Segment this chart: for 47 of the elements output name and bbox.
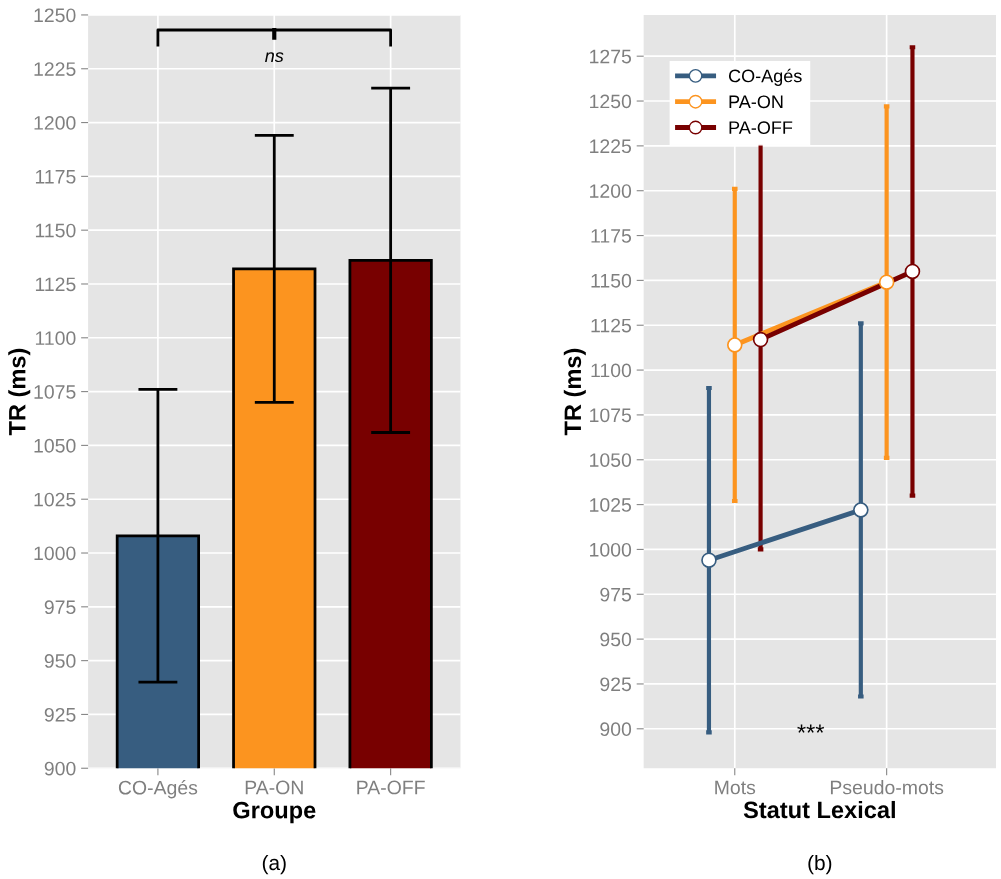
y-axis-title: TR (ms) [563, 348, 586, 436]
y-tick-label: 1075 [34, 385, 76, 399]
x-tick-label: Pseudo-mots [830, 780, 944, 795]
legend-label: CO-Agés [728, 68, 802, 86]
annotation: *** [797, 724, 825, 733]
y-tick-label: 1200 [34, 116, 76, 130]
text: (a) [262, 854, 286, 875]
y-tick-label: 1200 [590, 184, 632, 198]
y-tick-label: 900 [44, 761, 76, 776]
y-tick-label: 1175 [35, 170, 76, 184]
y-tick-label: 1125 [591, 318, 632, 333]
y-tick-label: 975 [600, 587, 632, 602]
legend-label: PA-OFF [729, 121, 793, 135]
y-tick-label: 950 [44, 654, 76, 668]
x-axis-title: Statut Lexical [743, 800, 895, 819]
y-tick-label: 1100 [35, 331, 76, 346]
y-tick-label: 900 [600, 722, 632, 737]
y-tick-label: 1175 [591, 229, 632, 243]
x-tick-label: PA-OFF [357, 780, 425, 795]
y-tick-label: 1225 [590, 139, 632, 154]
y-tick-label: 1000 [590, 542, 632, 557]
x-tick-label: CO-Agés [118, 780, 198, 799]
x-axis-title: Groupe [233, 801, 316, 824]
y-tick-label: 1075 [590, 408, 632, 423]
text: (b) [808, 854, 832, 875]
y-tick-label: 975 [44, 600, 76, 615]
y-tick-label: 1150 [35, 223, 76, 238]
y-tick-label: 1150 [591, 273, 632, 288]
y-tick-label: 1250 [34, 8, 76, 23]
y-tick-label: 1000 [34, 546, 76, 561]
y-tick-label: 1250 [590, 94, 632, 109]
legend-label: PA-ON [729, 95, 783, 109]
x-tick-label: Mots [715, 780, 756, 795]
y-tick-label: 925 [44, 707, 76, 722]
y-tick-label: 1025 [34, 492, 76, 507]
y-tick-label: 1100 [591, 363, 632, 378]
y-tick-label: 925 [600, 677, 632, 692]
x-tick-label: PA-ON [245, 780, 303, 795]
y-tick-label: 1050 [34, 438, 76, 453]
y-tick-label: 950 [600, 632, 632, 647]
y-tick-label: 1275 [590, 49, 632, 64]
y-axis-title: TR (ms) [8, 348, 31, 436]
annotation: ns [265, 52, 284, 63]
y-tick-label: 1050 [590, 453, 632, 467]
y-tick-label: 1225 [34, 62, 76, 76]
y-tick-label: 1025 [590, 498, 632, 512]
y-tick-label: 1125 [35, 277, 76, 292]
